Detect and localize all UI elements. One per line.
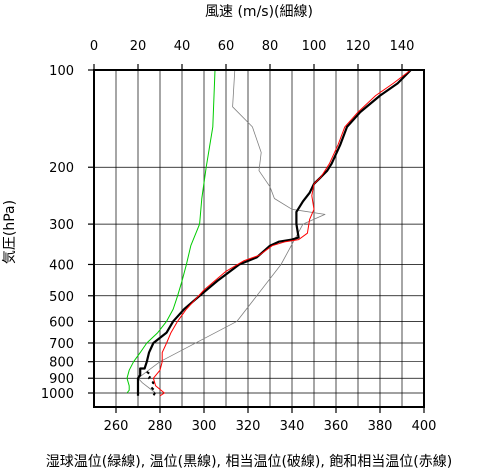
bottom-x-tick-label: 280 bbox=[148, 419, 173, 434]
top-x-tick-label: 40 bbox=[174, 39, 191, 54]
bottom-x-tick-label: 400 bbox=[412, 419, 437, 434]
plot-frame bbox=[93, 69, 425, 408]
y-tick-label: 1000 bbox=[41, 387, 74, 402]
series-line bbox=[146, 370, 157, 397]
top-x-tick-label: 0 bbox=[90, 39, 98, 54]
top-x-tick-label: 100 bbox=[302, 39, 327, 54]
bottom-x-tick-label: 260 bbox=[104, 419, 129, 434]
bottom-x-tick-label: 380 bbox=[368, 419, 393, 434]
bottom-axis-title: 湿球温位(緑線), 温位(黒線), 相当温位(破線), 飽和相当温位(赤線) bbox=[46, 453, 452, 470]
y-tick-label: 600 bbox=[49, 315, 74, 330]
grid bbox=[93, 69, 425, 407]
top-x-tick-label: 20 bbox=[130, 39, 147, 54]
bottom-x-tick-label: 320 bbox=[236, 419, 261, 434]
y-tick-label: 700 bbox=[49, 337, 74, 352]
bottom-x-tick-label: 360 bbox=[324, 419, 349, 434]
y-tick-label: 500 bbox=[49, 290, 74, 305]
series-line bbox=[152, 69, 412, 397]
top-x-tick-label: 140 bbox=[390, 39, 415, 54]
tick-labels: 260 280 300 320 340 360 380 400 0 20 40 60 80 100 120 1… bbox=[41, 39, 437, 434]
series-line bbox=[136, 69, 412, 396]
bottom-x-tick-label: 300 bbox=[192, 419, 217, 434]
y-tick-label: 400 bbox=[49, 258, 74, 273]
tick-marks bbox=[88, 64, 425, 413]
top-x-tick-label: 80 bbox=[262, 39, 279, 54]
y-tick-label: 200 bbox=[49, 161, 74, 176]
top-x-tick-label: 120 bbox=[346, 39, 371, 54]
y-tick-label: 800 bbox=[49, 356, 74, 371]
y-axis-title: 気圧(hPa) bbox=[2, 200, 18, 264]
top-axis-title: 風速 (m/s)(細線) bbox=[205, 4, 313, 20]
series-line bbox=[137, 69, 326, 394]
series-line bbox=[126, 69, 216, 394]
y-tick-label: 100 bbox=[49, 64, 74, 79]
bottom-x-tick-label: 340 bbox=[280, 419, 305, 434]
top-x-tick-label: 60 bbox=[218, 39, 235, 54]
series-group bbox=[126, 69, 412, 397]
y-tick-label: 900 bbox=[49, 372, 74, 387]
y-tick-label: 300 bbox=[49, 218, 74, 233]
